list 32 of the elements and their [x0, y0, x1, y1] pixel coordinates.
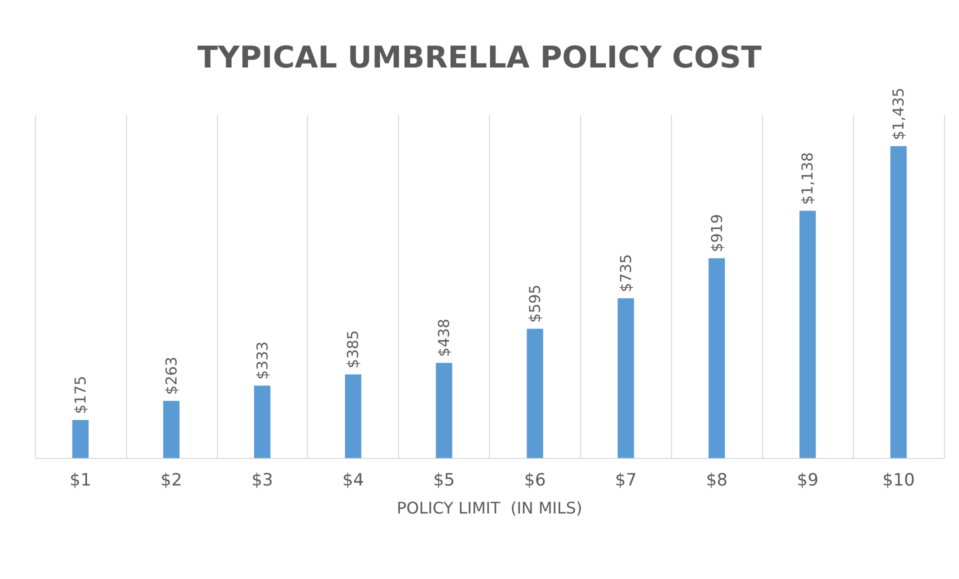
data-label: $595: [526, 284, 544, 323]
data-label: $333: [253, 341, 272, 380]
bar: [254, 386, 270, 458]
chart-title: TYPICAL UMBRELLA POLICY COST: [197, 40, 762, 76]
bar: [344, 374, 362, 458]
bar: [890, 146, 907, 458]
x-tick-label: $7: [615, 470, 637, 490]
x-tick-label: $6: [524, 470, 546, 490]
data-label: $385: [344, 330, 362, 368]
data-label: $1,435: [890, 88, 908, 140]
bar: [72, 420, 89, 458]
bar: [526, 328, 544, 458]
x-tick-label: $8: [706, 470, 728, 490]
data-label: $263: [162, 356, 180, 395]
data-label: $1,138: [798, 152, 817, 205]
bar: [618, 298, 634, 458]
data-label: $175: [71, 376, 90, 414]
data-label: $919: [708, 214, 726, 252]
x-tick-label: $4: [342, 470, 364, 490]
x-axis-title: POLICY LIMIT (IN MILS): [396, 498, 582, 518]
bar: [708, 258, 725, 458]
x-tick-label: $10: [882, 470, 915, 490]
x-tick-label: $9: [796, 470, 818, 490]
data-label: $438: [435, 318, 454, 357]
bar: [436, 362, 452, 458]
bar: [163, 400, 180, 458]
x-tick-label: $1: [70, 470, 92, 490]
x-tick-label: $3: [251, 470, 274, 490]
bar: [799, 210, 816, 458]
x-tick-label: $2: [160, 470, 182, 490]
x-tick-label: $5: [433, 470, 455, 490]
data-label: $735: [616, 254, 635, 292]
